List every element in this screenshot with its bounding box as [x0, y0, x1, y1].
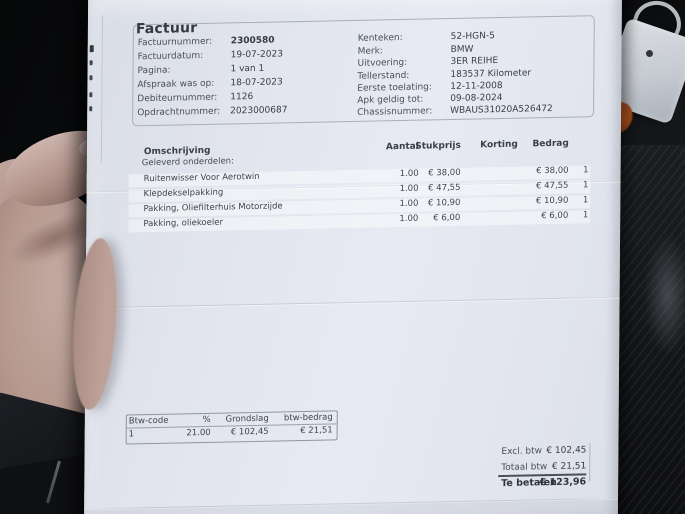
btw-code-value: 1 — [128, 429, 135, 440]
item-discount — [473, 183, 518, 184]
meta-value: BMW — [450, 44, 474, 56]
meta-value: 19-07-2023 — [230, 49, 283, 61]
total-value: € 102,45 — [546, 445, 587, 457]
btw-header-code: Btw-code — [128, 415, 169, 427]
meta-label: Afspraak was op: — [137, 78, 215, 91]
item-qty: 1.00 — [399, 198, 419, 210]
item-unit-price: € 10,90 — [427, 197, 461, 209]
items-header-unit-price: Stukprijs — [415, 140, 461, 152]
item-discount — [472, 213, 517, 214]
item-description: Pakking, oliekoeler — [143, 217, 224, 230]
meta-label: Debiteurnummer: — [137, 92, 218, 105]
item-btw-code: 1 — [583, 180, 589, 191]
item-qty: 1.00 — [399, 213, 419, 225]
meta-label: Chassisnummer: — [357, 106, 433, 118]
paper-fold-crease — [100, 14, 103, 164]
paper-edge-mark — [89, 106, 92, 112]
item-description: Klepdekselpakking — [143, 187, 224, 200]
seat-gap-highlight — [644, 233, 685, 357]
meta-label: Merk: — [357, 46, 383, 57]
meta-value: 12-11-2008 — [450, 80, 503, 93]
item-amount: € 38,00 — [536, 165, 569, 177]
meta-label: Factuurnummer: — [137, 36, 213, 49]
btw-header-grondslag: Grondslag — [225, 413, 269, 425]
items-header-description: Omschrijving — [143, 145, 211, 158]
item-description: Pakking, Oliefilterhuis Motorzijde — [143, 201, 283, 215]
paper-fold-crease — [85, 296, 620, 309]
meta-value: 1 van 1 — [230, 63, 265, 75]
item-unit-price: € 47,55 — [428, 182, 461, 194]
meta-value: 2300580 — [230, 35, 275, 47]
meta-label: Kenteken: — [357, 32, 403, 44]
item-qty: 1.00 — [399, 183, 419, 195]
item-qty: 1.00 — [399, 168, 419, 180]
item-unit-price: € 6,00 — [433, 212, 461, 224]
paper-edge-mark — [89, 75, 93, 81]
item-description: Ruitenwisser Voor Aerotwin — [143, 171, 260, 185]
meta-value: 09-08-2024 — [450, 92, 503, 105]
meta-value: 3ER REIHE — [450, 56, 499, 68]
btw-grondslag-value: € 102,45 — [230, 426, 269, 438]
items-group-label: Geleverd onderdelen: — [141, 156, 234, 169]
meta-value: 1126 — [230, 91, 254, 103]
item-btw-code: 1 — [582, 195, 589, 206]
meta-value: 52-HGN-5 — [450, 31, 495, 42]
item-amount: € 6,00 — [541, 210, 569, 222]
meta-label: Factuurdatum: — [137, 50, 204, 63]
items-header-qty: Aantal — [385, 141, 419, 153]
meta-label: Eerste toelating: — [357, 82, 432, 94]
paper-edge-mark — [89, 60, 93, 66]
item-amount: € 47,55 — [536, 180, 569, 192]
meta-label: Opdrachtnummer: — [137, 106, 221, 119]
item-amount: € 10,90 — [535, 195, 569, 207]
paper-edge-mark — [89, 92, 92, 98]
total-value: € 21,51 — [551, 461, 587, 473]
btw-header-percent: % — [202, 414, 211, 426]
grand-total-value: € 123,96 — [539, 476, 587, 489]
meta-label: Pagina: — [137, 65, 171, 77]
item-discount — [473, 168, 518, 169]
meta-value: 18-07-2023 — [230, 77, 283, 89]
btw-percent-value: 21.00 — [186, 427, 211, 439]
items-header-amount: Bedrag — [532, 138, 569, 150]
paper-edge-mark — [89, 45, 94, 53]
meta-label: Tellerstand: — [357, 70, 410, 82]
meta-value: 2023000687 — [230, 105, 288, 117]
meta-label: Uitvoering: — [357, 57, 408, 69]
key-tag-hole — [646, 50, 653, 57]
invoice-title: Factuur — [135, 20, 198, 38]
items-header-discount: Korting — [480, 139, 518, 151]
btw-bedrag-value: € 21,51 — [300, 425, 333, 437]
item-btw-code: 1 — [583, 165, 589, 176]
item-btw-code: 1 — [582, 210, 589, 221]
meta-value: WBAUS31020A526472 — [450, 103, 553, 117]
meta-value: 183537 Kilometer — [450, 68, 532, 81]
btw-header-btw-bedrag: btw-bedrag — [283, 412, 333, 424]
item-discount — [472, 198, 517, 199]
meta-label: Apk geldig tot: — [357, 94, 424, 106]
invoice-paper: Factuur Factuurnummer: 2300580 Factuurda… — [83, 0, 623, 514]
item-unit-price: € 38,00 — [428, 167, 461, 179]
